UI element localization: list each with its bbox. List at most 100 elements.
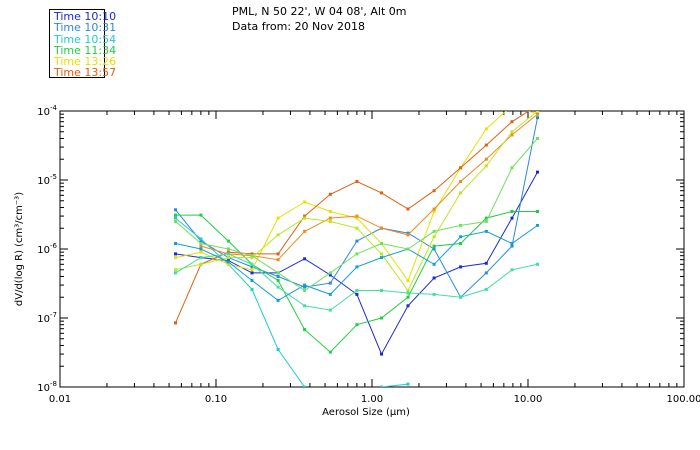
data-point bbox=[536, 116, 539, 120]
data-point bbox=[355, 292, 359, 296]
data-point bbox=[355, 265, 359, 269]
data-point bbox=[174, 216, 177, 220]
data-point bbox=[510, 268, 514, 272]
data-point bbox=[510, 120, 514, 124]
series-5 bbox=[174, 104, 539, 325]
chart-header: PML, N 50 22', W 04 08', Alt 0m Data fro… bbox=[232, 4, 406, 34]
data-point bbox=[484, 271, 488, 275]
series-8 bbox=[174, 252, 539, 312]
x-tick-label: 1.00 bbox=[361, 394, 383, 405]
data-point bbox=[199, 239, 203, 243]
data-point bbox=[406, 291, 410, 295]
data-point bbox=[484, 261, 488, 265]
data-point bbox=[303, 257, 307, 261]
data-point bbox=[380, 226, 383, 230]
data-point bbox=[406, 382, 410, 386]
data-point bbox=[226, 256, 230, 260]
data-point bbox=[250, 279, 254, 282]
legend: Time 10:10 Time 10:31 Time 10:54 Time 11:34… bbox=[49, 9, 117, 80]
data-point bbox=[276, 233, 280, 237]
data-point bbox=[536, 137, 539, 140]
series-2 bbox=[174, 216, 410, 387]
data-point bbox=[303, 200, 307, 204]
data-point bbox=[328, 350, 332, 354]
data-point bbox=[276, 298, 280, 302]
data-point bbox=[250, 265, 254, 269]
data-point bbox=[380, 191, 383, 195]
y-tick-label: 10-7 bbox=[37, 311, 57, 325]
data-point bbox=[303, 283, 307, 287]
data-point bbox=[406, 295, 410, 299]
data-point bbox=[199, 256, 203, 260]
data-point bbox=[303, 214, 307, 218]
data-point bbox=[226, 260, 230, 264]
data-point bbox=[536, 104, 539, 107]
data-point bbox=[536, 111, 539, 113]
data-point bbox=[226, 247, 230, 251]
data-point bbox=[226, 239, 230, 243]
legend-item: Time 10:31 bbox=[54, 21, 117, 35]
data-point bbox=[510, 242, 514, 245]
data-point bbox=[406, 231, 410, 235]
data-point bbox=[484, 143, 488, 147]
data-point bbox=[355, 252, 359, 256]
data-point bbox=[406, 247, 410, 251]
data-point bbox=[510, 216, 514, 220]
data-point bbox=[406, 289, 410, 292]
data-point bbox=[536, 210, 539, 213]
data-point bbox=[328, 273, 332, 277]
data-point bbox=[380, 289, 383, 292]
plot-frame bbox=[59, 110, 685, 388]
data-point bbox=[459, 180, 463, 183]
data-point bbox=[459, 265, 463, 269]
x-tick-label: 0.10 bbox=[205, 394, 227, 405]
data-point bbox=[536, 112, 539, 116]
legend-item: Time 13:57 bbox=[54, 66, 117, 80]
y-tick-label: 10-4 bbox=[37, 104, 57, 118]
data-point bbox=[406, 233, 410, 237]
data-point bbox=[432, 189, 436, 193]
data-point bbox=[510, 130, 514, 134]
data-point bbox=[174, 213, 177, 217]
data-point bbox=[432, 244, 436, 248]
y-tick-label: 10-8 bbox=[37, 380, 57, 394]
x-tick-label: 100.00 bbox=[667, 394, 700, 405]
data-point bbox=[380, 242, 383, 245]
data-point bbox=[432, 210, 436, 213]
data-point bbox=[511, 104, 514, 107]
data-point bbox=[380, 385, 383, 387]
data-point bbox=[510, 210, 514, 213]
data-point bbox=[328, 271, 332, 275]
data-point bbox=[328, 308, 332, 312]
legend-item: Time 11:34 bbox=[54, 43, 117, 57]
x-tick-label: 10.00 bbox=[514, 394, 543, 405]
data-point bbox=[303, 328, 307, 332]
data-point bbox=[303, 285, 307, 289]
series-1 bbox=[174, 116, 539, 299]
data-point bbox=[199, 262, 203, 266]
data-point bbox=[355, 214, 359, 218]
data-point bbox=[484, 127, 488, 131]
data-point bbox=[484, 164, 488, 168]
data-point bbox=[355, 289, 359, 292]
x-tick-label: 0.01 bbox=[49, 394, 71, 405]
data-point bbox=[250, 287, 254, 291]
data-point bbox=[250, 262, 254, 266]
date-line: Data from: 20 Nov 2018 bbox=[232, 20, 366, 33]
data-point bbox=[510, 133, 514, 137]
data-point bbox=[250, 268, 254, 272]
data-point bbox=[303, 216, 307, 220]
data-point bbox=[303, 304, 307, 308]
data-point bbox=[226, 252, 230, 256]
data-point bbox=[328, 216, 332, 220]
data-point bbox=[432, 276, 436, 280]
data-point bbox=[459, 235, 463, 239]
data-point bbox=[355, 239, 359, 243]
data-point bbox=[380, 352, 383, 356]
series-line bbox=[175, 211, 538, 353]
data-point bbox=[459, 223, 463, 227]
data-point bbox=[199, 244, 203, 248]
series-9 bbox=[174, 223, 539, 302]
data-point bbox=[432, 207, 436, 211]
